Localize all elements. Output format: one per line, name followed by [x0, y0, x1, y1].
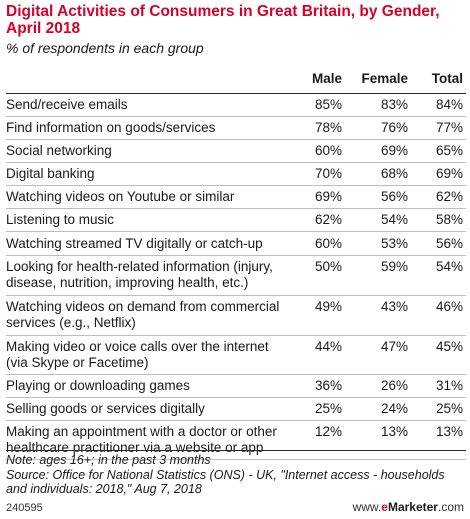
cell-male: 36% [314, 378, 342, 393]
chart-subtitle: % of respondents in each group [6, 40, 204, 56]
brand-name: Marketer [387, 500, 438, 514]
table-row: Digital banking 70% 68% 69% [6, 163, 466, 186]
cell-female: 24% [380, 401, 408, 416]
cell-male: 49% [314, 299, 342, 314]
table-row: Send/receive emails 85% 83% 84% [6, 94, 466, 117]
cell-female: 43% [380, 299, 408, 314]
column-header-male: Male [311, 71, 342, 86]
cell-female: 76% [380, 120, 408, 135]
footnote: Note: ages 16+; in the past 3 months Sou… [6, 453, 461, 497]
cell-total: 69% [435, 166, 463, 181]
row-label: Send/receive emails [6, 97, 128, 112]
column-header-total: Total [431, 71, 463, 86]
cell-female: 56% [380, 189, 408, 204]
cell-male: 44% [314, 339, 342, 354]
cell-female: 68% [380, 166, 408, 181]
cell-female: 54% [380, 212, 408, 227]
cell-female: 83% [380, 97, 408, 112]
brand-prefix: www. [352, 500, 382, 514]
cell-male: 69% [314, 189, 342, 204]
cell-male: 60% [314, 143, 342, 158]
table-row: Find information on goods/services 78% 76%… [6, 117, 466, 140]
table-row: Watching videos on Youtube or similar 69%… [6, 186, 466, 209]
row-label: Listening to music [6, 212, 115, 227]
cell-total: 31% [435, 378, 463, 393]
row-label: Digital banking [6, 166, 95, 181]
row-label: Find information on goods/services [6, 120, 216, 135]
brand-logo[interactable]: www.eMarketer.com [353, 500, 464, 514]
row-label: Making video or voice calls over the int… [6, 339, 269, 370]
cell-male: 50% [314, 259, 342, 274]
chart-title: Digital Activities of Consumers in Great… [6, 3, 440, 37]
cell-female: 47% [380, 339, 408, 354]
cell-total: 56% [435, 236, 463, 251]
column-header-female: Female [361, 71, 408, 86]
brand-suffix: .com [437, 500, 464, 514]
row-label: Social networking [6, 143, 112, 158]
cell-total: 77% [435, 120, 463, 135]
table-row: Looking for health-related information (… [6, 256, 466, 296]
cell-female: 59% [380, 259, 408, 274]
cell-male: 70% [314, 166, 342, 181]
note-text: Note: ages 16+; in the past 3 months [6, 453, 211, 467]
table-row: Making video or voice calls over the int… [6, 336, 466, 375]
row-label: Watching videos on demand from commercia… [6, 299, 280, 330]
row-label: Watching streamed TV digitally or catch-… [6, 236, 263, 251]
cell-total: 45% [435, 339, 463, 354]
brand-e: e [381, 500, 388, 514]
row-label: Playing or downloading games [6, 378, 190, 393]
cell-female: 26% [380, 378, 408, 393]
cell-male: 12% [314, 424, 342, 439]
cell-total: 84% [435, 97, 463, 112]
table-row: Listening to music 62% 54% 58% [6, 209, 466, 232]
cell-total: 62% [435, 189, 463, 204]
cell-male: 78% [314, 120, 342, 135]
cell-total: 58% [435, 212, 463, 227]
cell-total: 54% [435, 259, 463, 274]
table-row: Selling goods or services digitally 25% 24… [6, 398, 466, 421]
data-table: Send/receive emails 85% 83% 84% Find informa… [6, 93, 466, 460]
source-text: Source: Office for National Statistics (… [6, 467, 445, 497]
cell-female: 53% [380, 236, 408, 251]
cell-female: 13% [380, 424, 408, 439]
cell-male: 60% [314, 236, 342, 251]
table-row: Watching streamed TV digitally or catch-… [6, 232, 466, 256]
table-row: Social networking 60% 69% 65% [6, 140, 466, 163]
row-label: Watching videos on Youtube or similar [6, 189, 235, 204]
row-label: Looking for health-related information (… [6, 259, 273, 290]
chart-id: 240595 [6, 502, 43, 514]
cell-male: 25% [314, 401, 342, 416]
cell-total: 46% [435, 299, 463, 314]
cell-male: 85% [314, 97, 342, 112]
cell-female: 69% [380, 143, 408, 158]
row-label: Selling goods or services digitally [6, 401, 205, 416]
table-row: Playing or downloading games 36% 26% 31% [6, 375, 466, 398]
footer-divider [6, 450, 466, 451]
cell-total: 25% [435, 401, 463, 416]
cell-total: 65% [435, 143, 463, 158]
table-row: Watching videos on demand from commercia… [6, 296, 466, 336]
cell-male: 62% [314, 212, 342, 227]
cell-total: 13% [435, 424, 463, 439]
